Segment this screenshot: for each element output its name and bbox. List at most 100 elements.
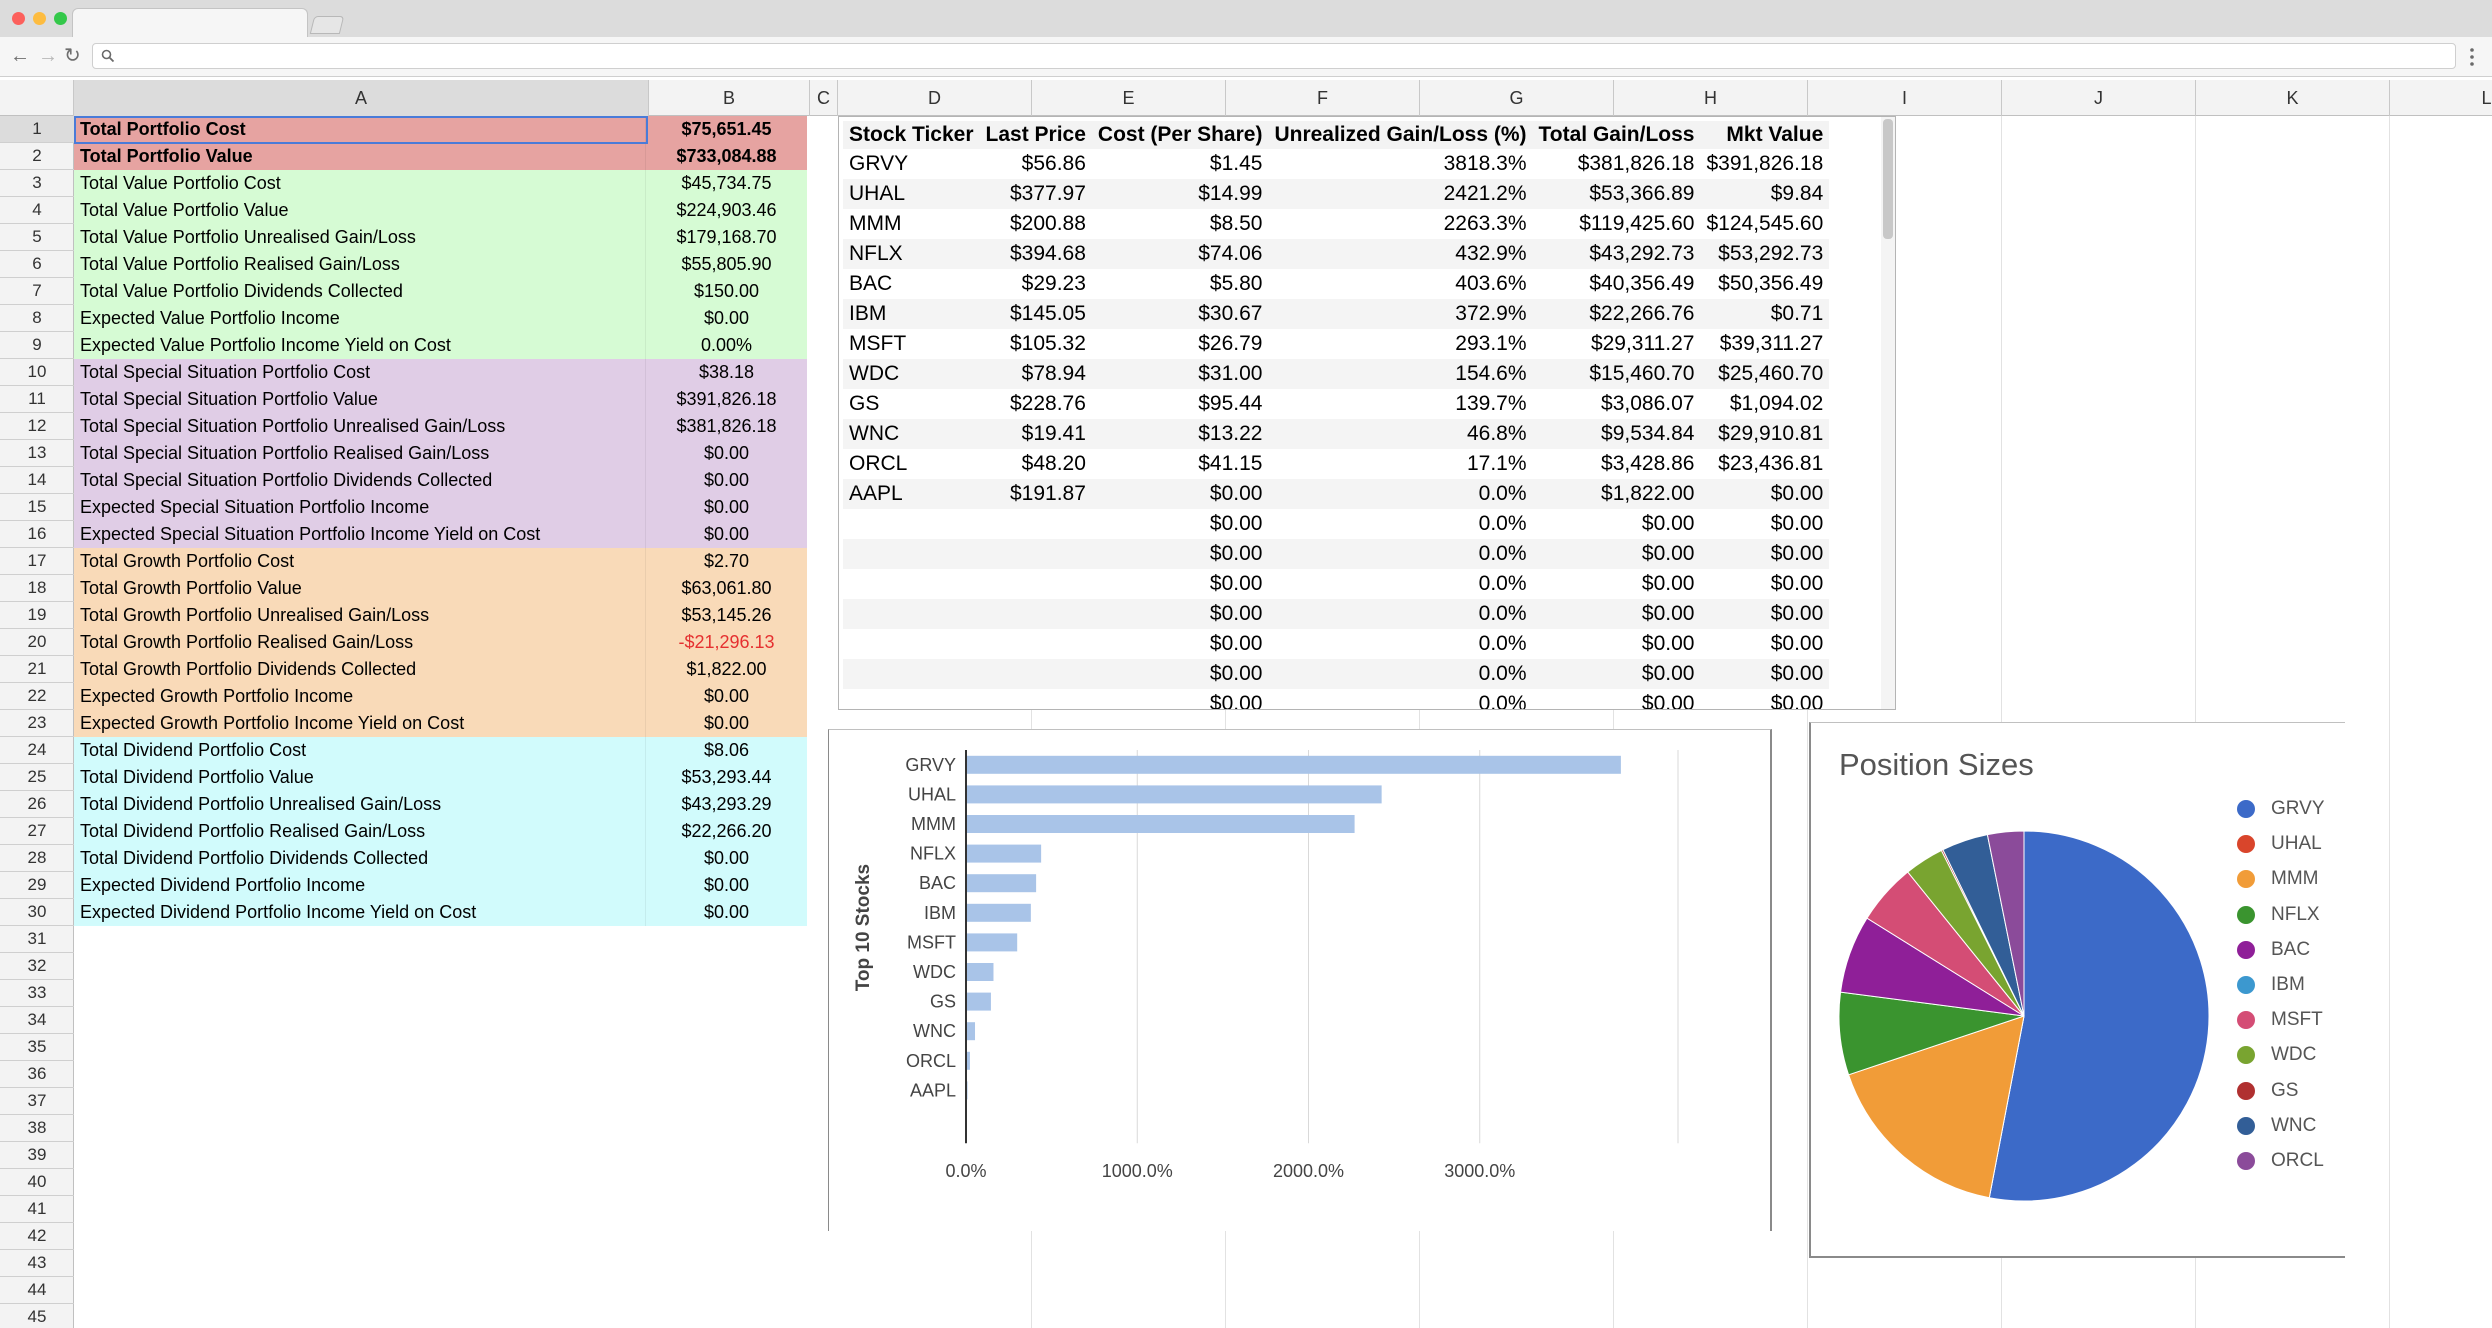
metric-value-cell[interactable]: $0.00 bbox=[703, 524, 750, 544]
column-header[interactable]: A bbox=[74, 80, 649, 116]
metric-label-cell[interactable]: Total Value Portfolio Value bbox=[74, 197, 646, 224]
legend-item[interactable]: NFLX bbox=[2237, 904, 2325, 940]
bar-ibm[interactable] bbox=[967, 903, 1031, 922]
metric-label-cell[interactable]: Expected Special Situation Portfolio Inc… bbox=[74, 521, 646, 548]
kebab-menu-icon[interactable] bbox=[2468, 46, 2476, 68]
metric-value-cell[interactable]: $0.00 bbox=[703, 713, 750, 733]
row-header[interactable]: 23 bbox=[0, 710, 74, 737]
row-header[interactable]: 39 bbox=[0, 1142, 74, 1169]
bar-uhal[interactable] bbox=[967, 785, 1382, 804]
metric-label-cell[interactable]: Total Special Situation Portfolio Divide… bbox=[74, 467, 646, 494]
metric-value-cell[interactable]: $1,822.00 bbox=[686, 659, 767, 679]
bar-msft[interactable] bbox=[967, 933, 1018, 952]
metric-label-cell[interactable]: Total Portfolio Cost bbox=[74, 116, 646, 143]
position-sizes-pie-chart[interactable]: Position Sizes GRVY UHAL MMM NFLX BAC IBM MSFT… bbox=[1809, 722, 2345, 1258]
metric-label-cell[interactable]: Total Special Situation Portfolio Realis… bbox=[74, 440, 646, 467]
column-header[interactable]: C bbox=[810, 80, 838, 116]
select-all-corner[interactable] bbox=[0, 80, 74, 116]
metric-label-cell[interactable]: Total Value Portfolio Cost bbox=[74, 170, 646, 197]
metric-value-cell[interactable]: $45,734.75 bbox=[681, 173, 772, 193]
row-header[interactable]: 9 bbox=[0, 332, 74, 359]
row-header[interactable]: 11 bbox=[0, 386, 74, 413]
row-header[interactable]: 25 bbox=[0, 764, 74, 791]
row-header[interactable]: 20 bbox=[0, 629, 74, 656]
row-header[interactable]: 5 bbox=[0, 224, 74, 251]
stock-table-row[interactable]: MMM $200.88 $8.50 2263.3% $119,425.60 $124,54… bbox=[843, 209, 1829, 239]
row-header[interactable]: 41 bbox=[0, 1196, 74, 1223]
metric-label-cell[interactable]: Total Portfolio Value bbox=[74, 143, 646, 170]
stock-table-row[interactable]: WNC $19.41 $13.22 46.8% $9,534.84 $29,910.81 bbox=[843, 419, 1830, 449]
stock-table-row[interactable]: BAC $29.23 $5.80 403.6% $40,356.49 $50,356.49 bbox=[843, 269, 1829, 299]
legend-item[interactable]: UHAL bbox=[2237, 834, 2325, 869]
stock-table-row[interactable]: $0.00 0.0% $0.00 $0.00 bbox=[843, 629, 1829, 659]
reload-icon[interactable]: ↻ bbox=[64, 45, 81, 67]
bar-grvy[interactable] bbox=[967, 755, 1621, 774]
row-header[interactable]: 2 bbox=[0, 143, 74, 170]
close-window-icon[interactable] bbox=[12, 12, 25, 25]
row-header[interactable]: 17 bbox=[0, 548, 74, 575]
bar-aapl[interactable] bbox=[967, 1081, 968, 1100]
metric-value-cell[interactable]: $733,084.88 bbox=[676, 146, 777, 166]
row-header[interactable]: 43 bbox=[0, 1250, 74, 1277]
row-header[interactable]: 7 bbox=[0, 278, 74, 305]
row-header[interactable]: 26 bbox=[0, 791, 74, 818]
row-header[interactable]: 28 bbox=[0, 845, 74, 872]
metric-label-cell[interactable]: Total Growth Portfolio Realised Gain/Los… bbox=[74, 629, 646, 656]
row-header[interactable]: 12 bbox=[0, 413, 74, 440]
metric-value-cell[interactable]: $22,266.20 bbox=[681, 821, 772, 841]
stock-table-row[interactable]: $0.00 0.0% $0.00 $0.00 bbox=[843, 599, 1830, 629]
metric-value-cell[interactable]: $0.00 bbox=[703, 308, 750, 328]
forward-arrow-icon[interactable]: → bbox=[38, 45, 58, 67]
table-scrollbar-thumb[interactable] bbox=[1883, 119, 1893, 239]
metric-label-cell[interactable]: Total Value Portfolio Realised Gain/Loss bbox=[74, 251, 646, 278]
stock-table-header-cell[interactable]: Total Gain/Loss bbox=[1532, 121, 1701, 149]
metric-label-cell[interactable]: Total Dividend Portfolio Cost bbox=[74, 737, 646, 764]
metric-label-cell[interactable]: Total Dividend Portfolio Realised Gain/L… bbox=[74, 818, 646, 845]
metric-value-cell[interactable]: $63,061.80 bbox=[681, 578, 772, 598]
metric-value-cell[interactable]: $53,293.44 bbox=[681, 767, 772, 787]
column-header[interactable]: H bbox=[1614, 80, 1808, 116]
row-header[interactable]: 24 bbox=[0, 737, 74, 764]
browser-tab[interactable] bbox=[72, 8, 308, 38]
metric-label-cell[interactable]: Total Growth Portfolio Dividends Collect… bbox=[74, 656, 646, 683]
new-tab-button[interactable] bbox=[309, 16, 345, 34]
metric-value-cell[interactable]: $0.00 bbox=[703, 497, 750, 517]
stock-table-row[interactable]: AAPL $191.87 $0.00 0.0% $1,822.00 $0.00 bbox=[843, 479, 1830, 509]
metric-value-cell[interactable]: $2.70 bbox=[703, 551, 750, 571]
legend-item[interactable]: GRVY bbox=[2237, 799, 2325, 834]
stock-table-header-cell[interactable]: Unrealized Gain/Loss (%) bbox=[1268, 121, 1533, 149]
legend-item[interactable]: WDC bbox=[2237, 1045, 2325, 1080]
row-header[interactable]: 38 bbox=[0, 1115, 74, 1142]
row-header[interactable]: 16 bbox=[0, 521, 74, 548]
metric-value-cell[interactable]: $150.00 bbox=[693, 281, 760, 301]
metric-value-cell[interactable]: 0.00% bbox=[700, 335, 753, 355]
row-header[interactable]: 34 bbox=[0, 1007, 74, 1034]
column-header[interactable]: G bbox=[1420, 80, 1614, 116]
row-header[interactable]: 10 bbox=[0, 359, 74, 386]
metric-value-cell[interactable]: $0.00 bbox=[703, 902, 750, 922]
column-header[interactable]: D bbox=[838, 80, 1032, 116]
stock-table-row[interactable]: NFLX $394.68 $74.06 432.9% $43,292.73 $53,292… bbox=[843, 239, 1830, 269]
metric-value-cell[interactable]: $0.00 bbox=[703, 848, 750, 868]
stock-table-row[interactable]: IBM $145.05 $30.67 372.9% $22,266.76 $0.71 bbox=[843, 299, 1830, 329]
metric-value-cell[interactable]: $55,805.90 bbox=[681, 254, 772, 274]
stock-table-row[interactable]: $0.00 0.0% $0.00 $0.00 bbox=[843, 509, 1829, 539]
metric-label-cell[interactable]: Total Dividend Portfolio Value bbox=[74, 764, 646, 791]
legend-item[interactable]: MSFT bbox=[2237, 1010, 2325, 1045]
row-header[interactable]: 15 bbox=[0, 494, 74, 521]
metric-value-cell[interactable]: $0.00 bbox=[703, 875, 750, 895]
minimize-window-icon[interactable] bbox=[33, 12, 46, 25]
column-header[interactable]: E bbox=[1032, 80, 1226, 116]
stock-table-row[interactable]: GS $228.76 $95.44 139.7% $3,086.07 $1,094.02 bbox=[843, 389, 1829, 419]
stock-table-header-cell[interactable]: Stock Ticker bbox=[843, 121, 980, 149]
column-header[interactable]: L bbox=[2390, 80, 2492, 116]
row-header[interactable]: 14 bbox=[0, 467, 74, 494]
column-header[interactable]: K bbox=[2196, 80, 2390, 116]
bar-mmm[interactable] bbox=[967, 815, 1355, 833]
row-header[interactable]: 19 bbox=[0, 602, 74, 629]
metric-value-cell[interactable]: $224,903.46 bbox=[676, 200, 777, 220]
row-header[interactable]: 22 bbox=[0, 683, 74, 710]
metric-value-cell[interactable]: $75,651.45 bbox=[681, 119, 772, 139]
column-header[interactable]: B bbox=[649, 80, 810, 116]
row-header[interactable]: 21 bbox=[0, 656, 74, 683]
